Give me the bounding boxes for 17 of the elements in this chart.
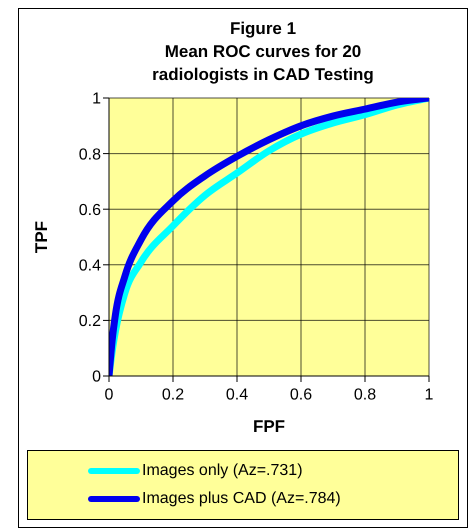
y-tick-label: 0.2 xyxy=(78,313,102,330)
x-tick-label: 0.2 xyxy=(162,386,184,404)
x-tick-label: 0.8 xyxy=(354,386,376,404)
x-tick-label: 0.6 xyxy=(290,386,312,404)
y-tick-label: 0 xyxy=(92,368,102,386)
x-tick-label: 0 xyxy=(104,386,114,404)
y-tick-label: 0.4 xyxy=(78,257,102,274)
chart-title: Figure 1 Mean ROC curves for 20 radiologists in CAD Testing xyxy=(151,18,375,86)
x-tick-label: 1 xyxy=(424,386,434,404)
legend-label: Images plus CAD (Az=.784) xyxy=(142,490,341,508)
legend-label: Images only (Az=.731) xyxy=(142,462,303,480)
y-tick-label: 1 xyxy=(92,90,102,108)
y-tick-label: 0.6 xyxy=(78,202,102,219)
y-tick-label: 0.8 xyxy=(78,146,102,164)
x-axis-title: FPF xyxy=(252,417,286,436)
y-axis-title: TPF xyxy=(32,220,52,254)
x-tick-label: 0.4 xyxy=(226,386,248,404)
